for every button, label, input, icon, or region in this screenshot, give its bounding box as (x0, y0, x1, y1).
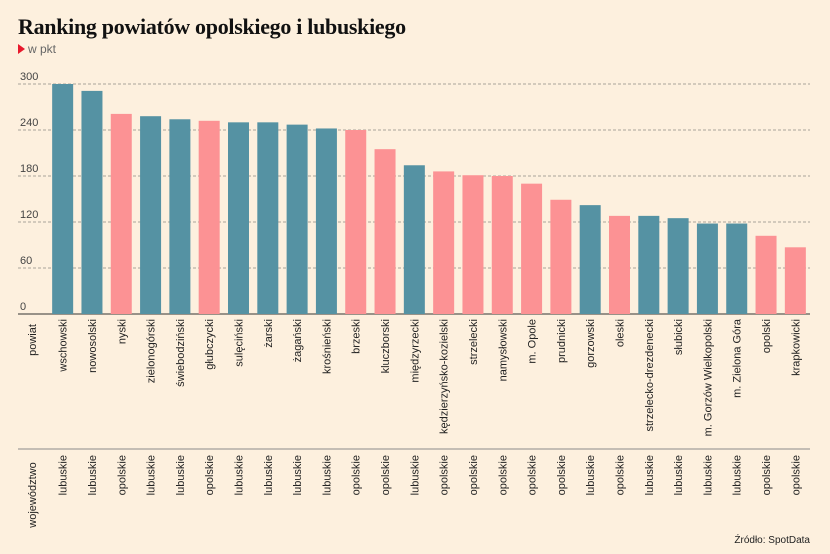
bar (696, 223, 718, 314)
bar (81, 90, 103, 315)
powiat-label: międzyrzecki (409, 319, 421, 383)
bar (198, 120, 220, 314)
voivodeship-label: lubuskie (146, 455, 158, 495)
bar (521, 183, 543, 314)
bar (374, 149, 396, 314)
bar (286, 124, 308, 314)
voivodeship-label: lubuskie (87, 455, 99, 495)
voivodeship-label: lubuskie (263, 455, 275, 495)
voivodeship-label: opolskie (204, 455, 216, 495)
powiat-label: namysłowski (497, 319, 509, 381)
bar (579, 205, 601, 314)
bar (315, 128, 337, 314)
chart-title: Ranking powiatów opolskiego i lubuskiego (18, 14, 406, 39)
powiat-label: oleski (615, 319, 627, 347)
bar (609, 215, 630, 314)
voivodeship-label: lubuskie (644, 455, 656, 495)
y-tick-label: 0 (20, 301, 26, 313)
powiat-label: zielonogórski (146, 319, 158, 383)
powiat-label: krapkowicki (790, 319, 802, 376)
powiat-label: m. Zielona Góra (732, 318, 744, 398)
subtitle-text: w pkt (28, 42, 57, 56)
voivodeship-label: lubuskie (702, 455, 714, 495)
chart-subtitle: w pkt (18, 42, 56, 56)
bar (52, 84, 74, 314)
source-note: Źródło: SpotData (734, 535, 810, 546)
powiat-label: strzelecki (468, 319, 480, 365)
bars (52, 84, 806, 315)
voivodeship-label: lubuskie (175, 455, 187, 495)
powiat-label: żagański (292, 319, 304, 362)
powiat-label: nowosolski (87, 319, 99, 373)
voivodeship-labels: lubuskie lubuskie opolskie lubuskie lubuskie… (58, 455, 803, 495)
bar (550, 199, 572, 314)
bar (784, 247, 806, 314)
y-tick-label: 240 (20, 117, 38, 129)
voivodeship-label: opolskie (439, 455, 451, 495)
powiat-label: sulęciński (234, 319, 246, 367)
row-label-powiat: powiat (27, 324, 39, 356)
bar (462, 175, 484, 314)
voivodeship-label: opolskie (790, 455, 802, 495)
voivodeship-label: opolskie (615, 455, 627, 495)
voivodeship-label: opolskie (351, 455, 363, 495)
voivodeship-label: opolskie (556, 455, 568, 495)
bar (140, 116, 162, 314)
bar (638, 215, 660, 314)
powiat-label: kędzierzyńsko-kozielski (439, 319, 451, 434)
voivodeship-label: opolskie (380, 455, 392, 495)
voivodeship-label: lubuskie (58, 455, 70, 495)
powiat-label: nyski (116, 319, 128, 344)
bar (667, 218, 689, 314)
y-tick-label: 180 (20, 163, 38, 175)
powiat-label: słubicki (673, 319, 685, 355)
bar (169, 119, 191, 315)
bar (755, 235, 777, 314)
bar (228, 122, 249, 314)
powiat-label: głubczycki (204, 319, 216, 370)
powiat-label: prudnicki (556, 319, 568, 363)
voivodeship-label: opolskie (468, 455, 480, 495)
triangle-icon (18, 44, 25, 54)
row-label-wojewodztwo: województwo (27, 462, 39, 528)
powiat-label: m. Gorzów Wielkopolski (702, 319, 714, 436)
y-tick-label: 120 (20, 209, 38, 221)
voivodeship-label: lubuskie (234, 455, 246, 495)
voivodeship-label: opolskie (527, 455, 539, 495)
bar (433, 171, 455, 314)
bar (110, 113, 132, 315)
voivodeship-label: lubuskie (321, 455, 333, 495)
bar (726, 223, 748, 314)
y-tick-label: 300 (20, 71, 38, 83)
powiat-label: m. Opole (527, 319, 539, 364)
voivodeship-label: opolskie (116, 455, 128, 495)
voivodeship-label: opolskie (497, 455, 509, 495)
voivodeship-label: lubuskie (732, 455, 744, 495)
y-tick-label: 60 (20, 255, 32, 267)
bar (257, 122, 279, 314)
powiat-labels: wschowski nowosolski nyski zielonogórski świ… (58, 318, 803, 436)
powiat-label: kluczborski (380, 319, 392, 373)
voivodeship-label: lubuskie (409, 455, 421, 495)
bar (491, 176, 513, 314)
voivodeship-label: opolskie (761, 455, 773, 495)
voivodeship-label: lubuskie (292, 455, 304, 495)
powiat-label: brzeski (351, 319, 363, 354)
bar (403, 165, 425, 314)
voivodeship-label: lubuskie (585, 455, 597, 495)
powiat-label: świebodziński (175, 319, 187, 387)
powiat-label: gorzowski (585, 319, 597, 368)
bar (345, 130, 367, 314)
powiat-label: opolski (761, 319, 773, 353)
voivodeship-label: lubuskie (673, 455, 685, 495)
powiat-label: żarski (263, 319, 275, 348)
powiat-label: krośnieński (321, 319, 333, 374)
powiat-label: strzelecko-drezdenecki (644, 319, 656, 432)
powiat-label: wschowski (58, 319, 70, 373)
